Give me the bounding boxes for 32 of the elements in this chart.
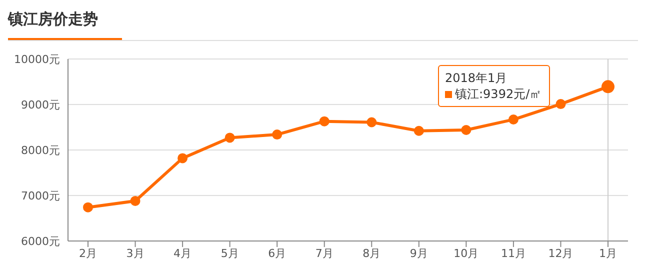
point [178,153,188,164]
point [224,132,235,143]
point [83,202,93,212]
y-tick-label: 9000元 [21,98,60,112]
y-tick-label: 10000元 [14,52,60,66]
y-tick-label: 8000元 [21,144,60,157]
x-tick-label: 4月 [174,246,192,260]
annotation: 2018年1月 [445,71,508,85]
x-tick-label: 2月 [79,246,97,260]
x-tick-label: 9月 [410,246,428,260]
point [461,124,472,135]
point [319,116,330,126]
legend-label: 镇江 [455,87,479,101]
annotation: :9392元/㎡ [479,87,542,101]
x-tick-label: 11月 [500,246,526,260]
x-tick-label: 12月 [548,246,574,260]
x-tick-label: 3月 [126,246,144,260]
point [556,99,566,110]
point [414,126,424,136]
y-tick-label: 6000元 [21,234,60,248]
point [366,117,377,128]
x-tick-label: 7月 [315,246,334,260]
x-tick-label: 10月 [454,246,479,260]
x-tick-label: 1月 [599,246,617,260]
point [508,114,518,125]
x-tick-label: 6月 [268,246,286,260]
x-tick-label: 8月 [362,246,381,260]
x-tick-label: 5月 [220,246,239,260]
point [130,196,140,206]
chart-title: 镇江房价走势 [8,8,122,40]
point [272,130,282,140]
y-tick-label: 7000元 [21,189,60,202]
